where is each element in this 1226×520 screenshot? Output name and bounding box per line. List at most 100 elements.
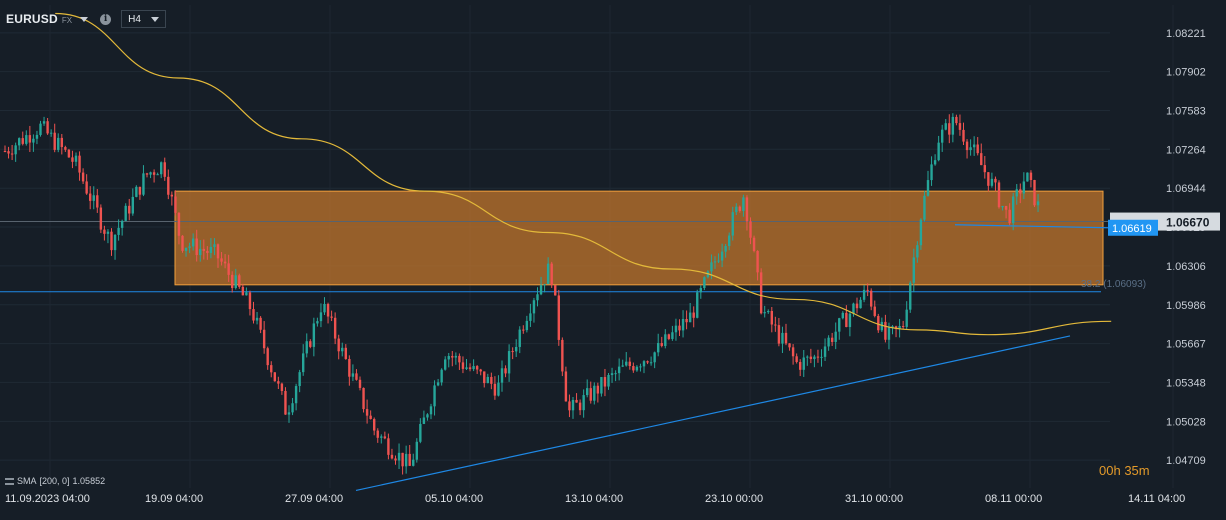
candle-up	[933, 160, 937, 165]
candle-up	[614, 373, 617, 375]
candle-down	[816, 356, 820, 358]
candle-up	[149, 172, 152, 175]
candle-down	[845, 312, 848, 328]
candle-down	[227, 263, 230, 275]
candle-up	[781, 332, 784, 344]
candle-up	[923, 195, 926, 220]
candle-down	[174, 196, 177, 213]
candle-down	[355, 373, 358, 380]
candle-up	[135, 186, 138, 197]
candle-down	[557, 295, 560, 340]
sma-200-line[interactable]	[55, 12, 1112, 336]
candle-down	[809, 356, 813, 360]
candle-up	[742, 197, 745, 211]
candle-up	[209, 246, 213, 253]
candle-up	[74, 155, 78, 162]
candle-down	[85, 181, 88, 194]
candle-up	[600, 377, 603, 394]
x-tick-label: 11.09.2023 04:00	[5, 493, 90, 505]
candle-up	[823, 346, 827, 357]
candle-up	[532, 300, 536, 314]
candle-down	[855, 303, 859, 309]
candle-down	[262, 329, 266, 349]
candle-down	[749, 221, 752, 238]
symbol-label[interactable]: EURUSD	[6, 12, 58, 26]
candle-down	[774, 324, 777, 326]
indicator-legend[interactable]: SMA [200, 0] 1.05852	[5, 476, 105, 486]
candle-up	[674, 325, 678, 333]
candle-up	[820, 356, 823, 358]
candle-down	[195, 238, 198, 256]
y-tick-label: 1.07583	[1166, 105, 1206, 117]
candle-up	[926, 180, 930, 196]
supply-zone[interactable]	[174, 190, 1104, 286]
candle-down	[358, 379, 362, 388]
candle-up	[621, 365, 624, 367]
candle-down	[344, 347, 347, 359]
candle-up	[571, 399, 575, 411]
candle-down	[376, 430, 379, 438]
candle-down	[596, 385, 600, 394]
timeframe-select[interactable]: H4	[121, 10, 166, 28]
candle-up	[681, 318, 685, 331]
candle-down	[64, 147, 67, 150]
candle-up	[880, 321, 884, 331]
candle-up	[763, 312, 766, 314]
candle-down	[330, 316, 333, 318]
indicator-value: 1.05852	[72, 476, 106, 486]
candle-up	[546, 263, 550, 285]
candle-down	[333, 317, 337, 339]
x-tick-label: 23.10 00:00	[705, 493, 763, 505]
candle-up	[767, 310, 770, 313]
candle-up	[444, 359, 447, 370]
candle-down	[145, 173, 149, 175]
candle-up	[412, 459, 415, 466]
candle-down	[28, 135, 32, 143]
candle-down	[270, 365, 273, 373]
candle-down	[128, 205, 131, 214]
y-tick-label: 1.07902	[1166, 67, 1206, 79]
candle-up	[696, 292, 699, 318]
indicator-settings-icon[interactable]	[5, 477, 14, 485]
candle-up	[1001, 205, 1004, 208]
y-tick-label: 1.05028	[1166, 416, 1206, 428]
candle-down	[550, 263, 553, 286]
candle-up	[543, 284, 546, 286]
candle-up	[156, 174, 159, 176]
candle-down	[10, 153, 14, 155]
candle-down	[965, 141, 969, 151]
candle-down	[1029, 172, 1033, 181]
candle-down	[220, 258, 223, 262]
candle-up	[305, 341, 308, 354]
candle-up	[1026, 172, 1029, 182]
countdown-minutes: 35	[1124, 463, 1139, 478]
current-price-label: 1.06670	[1166, 216, 1210, 230]
candle-down	[383, 436, 387, 439]
candle-up	[351, 373, 355, 377]
candle-down	[280, 383, 284, 391]
candle-down	[241, 286, 245, 296]
candle-down	[277, 381, 280, 384]
symbol-dropdown-icon[interactable]	[80, 16, 89, 22]
candle-down	[181, 235, 184, 251]
candle-down	[138, 186, 142, 195]
candle-up	[916, 245, 919, 258]
candle-down	[238, 275, 241, 287]
info-icon[interactable]: i	[100, 13, 112, 25]
candle-up	[14, 145, 17, 155]
candle-down	[89, 193, 92, 201]
candle-up	[891, 326, 894, 328]
candle-up	[422, 417, 426, 424]
candle-down	[962, 129, 965, 142]
x-tick-label: 08.11 00:00	[985, 493, 1042, 505]
candle-up	[57, 137, 60, 150]
candle-up	[635, 366, 639, 371]
candle-down	[103, 229, 106, 234]
ascending-trendline[interactable]	[355, 335, 1071, 492]
candle-up	[184, 247, 188, 251]
candle-up	[610, 373, 614, 376]
candle-up	[380, 436, 383, 438]
candle-down	[451, 356, 454, 358]
